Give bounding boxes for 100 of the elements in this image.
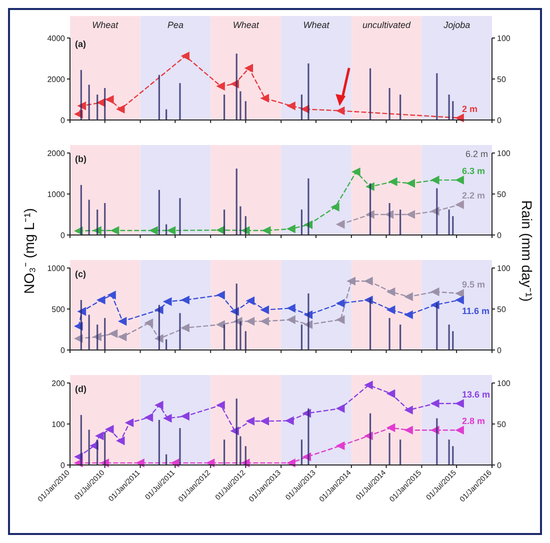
point bbox=[181, 412, 190, 420]
point bbox=[96, 432, 104, 440]
point bbox=[456, 200, 464, 209]
band-label: Jojoba bbox=[442, 20, 470, 30]
y2-tick-label: 50 bbox=[497, 305, 506, 314]
series-label: 2 m bbox=[462, 104, 478, 114]
y-tick-label: 100 bbox=[52, 420, 66, 429]
point bbox=[246, 296, 255, 305]
y2-tick-label: 0 bbox=[497, 346, 502, 355]
y-tick-label: 1000 bbox=[47, 190, 66, 199]
chart-title: (a) bbox=[75, 39, 86, 49]
point bbox=[431, 288, 440, 296]
point bbox=[336, 106, 345, 115]
point bbox=[336, 220, 345, 228]
point bbox=[347, 277, 356, 286]
y-tick-label: 1000 bbox=[47, 264, 66, 273]
y-tick-label: 2000 bbox=[47, 149, 66, 158]
y-tick-label: 0 bbox=[60, 231, 66, 240]
y-tick-label: 500 bbox=[52, 305, 66, 314]
band-label: Pea bbox=[167, 20, 184, 30]
point bbox=[216, 82, 225, 90]
point bbox=[404, 406, 413, 414]
point bbox=[286, 416, 294, 425]
point bbox=[167, 226, 176, 235]
point bbox=[364, 277, 373, 286]
point bbox=[389, 178, 398, 186]
point bbox=[116, 436, 125, 445]
chart-title: (b) bbox=[75, 154, 86, 164]
y-axis-title: NO₃⁻ (mg L⁻¹) bbox=[21, 208, 37, 294]
point bbox=[244, 64, 254, 72]
point bbox=[260, 94, 270, 102]
point bbox=[246, 417, 255, 426]
point bbox=[181, 52, 190, 60]
y2-tick-label: 100 bbox=[497, 264, 511, 273]
y2-tick-label: 0 bbox=[497, 231, 502, 240]
point bbox=[144, 318, 154, 328]
point bbox=[155, 401, 164, 410]
series-label: 2.2 m bbox=[462, 190, 486, 201]
point bbox=[386, 424, 396, 432]
point bbox=[260, 306, 270, 314]
point bbox=[404, 292, 413, 301]
point bbox=[164, 298, 172, 306]
series-label: 11.6 m bbox=[462, 306, 490, 316]
point bbox=[216, 290, 225, 300]
point bbox=[118, 332, 127, 341]
y-tick-label: 0 bbox=[60, 116, 66, 125]
point bbox=[260, 417, 270, 426]
point bbox=[108, 290, 116, 300]
y2-tick-label: 100 bbox=[497, 34, 511, 43]
point bbox=[456, 296, 464, 304]
y-tick-label: 200 bbox=[52, 379, 66, 388]
point bbox=[331, 203, 340, 212]
point bbox=[406, 210, 416, 219]
annotation: 6.2 m bbox=[465, 149, 488, 159]
point bbox=[456, 399, 464, 408]
y-tick-label: 2000 bbox=[47, 75, 66, 84]
y2-tick-label: 100 bbox=[497, 149, 511, 158]
series-label: 13.6 m bbox=[462, 390, 490, 400]
point bbox=[456, 426, 464, 434]
point bbox=[336, 299, 345, 308]
y2-tick-label: 100 bbox=[497, 379, 511, 388]
point bbox=[386, 288, 396, 296]
point bbox=[364, 380, 373, 390]
point bbox=[116, 105, 125, 114]
y2-tick-label: 0 bbox=[497, 461, 502, 470]
point bbox=[386, 390, 396, 398]
point bbox=[456, 176, 464, 184]
point bbox=[216, 401, 225, 410]
point bbox=[106, 95, 114, 104]
band-label: Wheat bbox=[303, 20, 330, 30]
y2-tick-label: 0 bbox=[497, 116, 502, 125]
point bbox=[456, 289, 464, 298]
point bbox=[164, 414, 172, 422]
point bbox=[386, 306, 396, 314]
band-label: Wheat bbox=[92, 20, 119, 30]
series-label: 9.5 m bbox=[462, 279, 486, 290]
y2-tick-label: 50 bbox=[497, 420, 506, 429]
y-tick-label: 4000 bbox=[47, 34, 66, 43]
point bbox=[287, 102, 296, 110]
point bbox=[336, 404, 345, 413]
y2-tick-label: 50 bbox=[497, 190, 506, 199]
point bbox=[262, 226, 271, 235]
point bbox=[144, 413, 154, 422]
point bbox=[352, 168, 360, 176]
point bbox=[336, 442, 345, 450]
point bbox=[246, 317, 255, 326]
chart-title: (d) bbox=[75, 384, 86, 394]
point bbox=[287, 458, 296, 468]
y2-tick-label: 50 bbox=[497, 75, 506, 84]
chart-title: (c) bbox=[75, 269, 86, 279]
point bbox=[287, 304, 296, 312]
point bbox=[287, 224, 296, 233]
series-label: 2.8 m bbox=[462, 416, 486, 426]
point bbox=[456, 114, 464, 122]
point bbox=[97, 296, 106, 304]
point bbox=[118, 317, 127, 326]
y-tick-label: 0 bbox=[60, 461, 66, 470]
point bbox=[106, 425, 114, 434]
point bbox=[431, 399, 440, 408]
band-label: Wheat bbox=[232, 20, 260, 30]
